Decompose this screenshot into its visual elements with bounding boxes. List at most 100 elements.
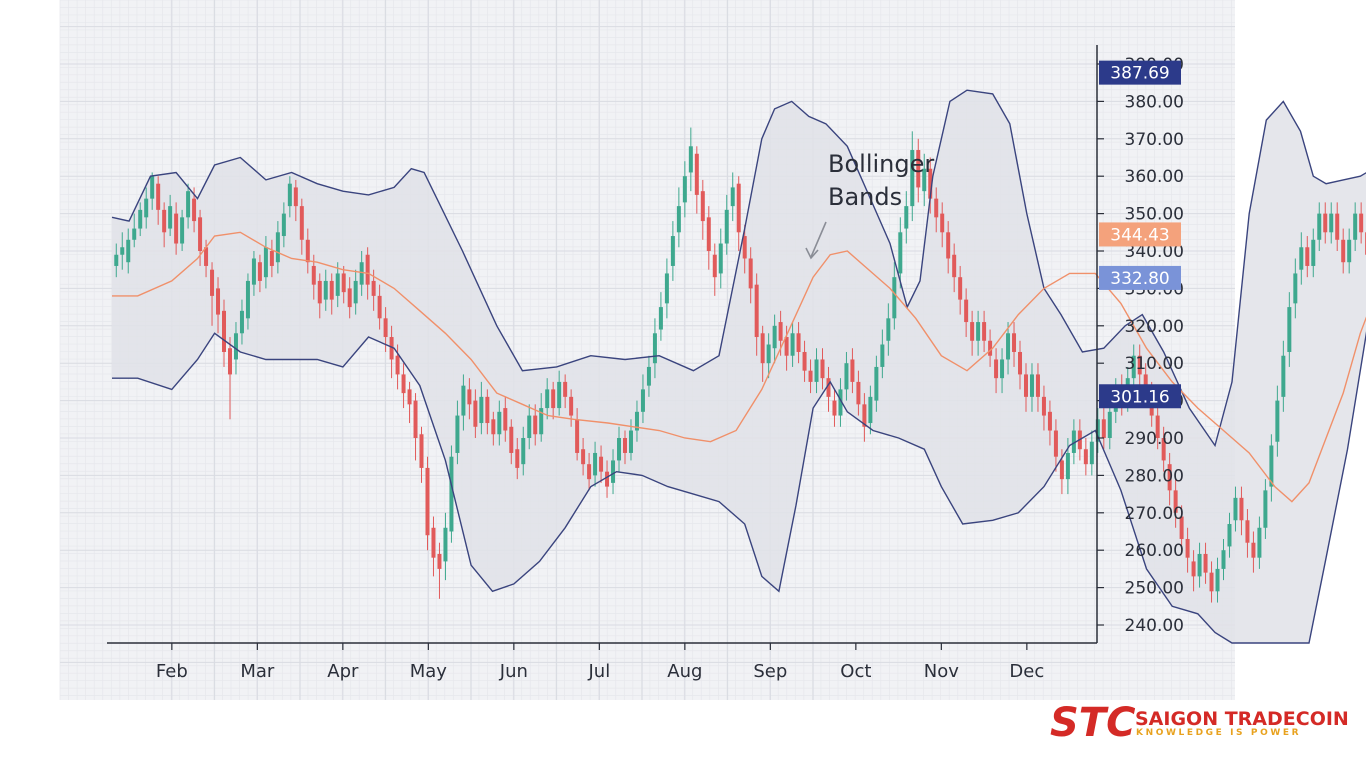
candle-body <box>539 408 544 435</box>
y-tick-label: 290.00 <box>1125 429 1184 449</box>
candle-body <box>670 236 675 266</box>
annotation: Bollinger Bands <box>805 150 934 260</box>
candle-body <box>1155 415 1160 438</box>
candle-body <box>311 265 316 285</box>
candle-body <box>856 381 861 405</box>
candle-body <box>820 359 825 379</box>
candle-body <box>1227 524 1232 547</box>
candle-body <box>599 456 604 472</box>
candle-body <box>874 366 879 401</box>
candle-body <box>682 176 687 203</box>
candle-body <box>1107 411 1112 438</box>
candle-body <box>329 280 334 300</box>
y-tick-label: 380.00 <box>1125 92 1184 112</box>
x-tick-label: May <box>410 661 448 682</box>
x-tick-label: Apr <box>327 661 359 682</box>
annotation-line-1: Bollinger <box>828 150 934 178</box>
x-tick-label: Dec <box>1009 661 1044 682</box>
candle-body <box>204 247 209 266</box>
price-badge-label: 387.69 <box>1110 64 1169 84</box>
price-badge <box>1099 222 1181 247</box>
candle-body <box>461 385 466 416</box>
x-tick-label: Feb <box>156 661 188 682</box>
candle-body <box>1317 213 1322 240</box>
x-tick-label: Oct <box>840 661 871 682</box>
candle-body <box>587 464 592 480</box>
candle-body <box>293 187 298 207</box>
candle-body <box>1353 213 1358 240</box>
y-tick-label: 370.00 <box>1125 130 1184 150</box>
candle-body <box>1293 273 1298 304</box>
candle-body <box>712 254 717 278</box>
candle-body <box>335 273 340 296</box>
candle-body <box>1047 411 1052 431</box>
candle-body <box>371 280 376 296</box>
candle-body <box>443 527 448 562</box>
candle-body <box>778 322 783 341</box>
candle-body <box>1215 568 1220 592</box>
candle-body <box>449 456 454 532</box>
candle-body <box>658 307 663 330</box>
y-tick-label: 240.00 <box>1125 616 1184 636</box>
candle-body <box>1143 374 1148 394</box>
candle-body <box>198 217 203 251</box>
bollinger-band-fill <box>112 90 1366 643</box>
candle-body <box>1263 490 1268 528</box>
price-badges: 387.69 344.43 332.80 301.16 <box>1099 60 1181 409</box>
candle-body <box>652 333 657 364</box>
candle-body <box>1053 430 1058 457</box>
price-badge-label: 301.16 <box>1110 387 1169 407</box>
candle-body <box>1167 464 1172 491</box>
candle-body <box>216 288 221 315</box>
middle-band-line <box>112 231 1366 503</box>
candle-body <box>1359 213 1364 233</box>
price-badge <box>1099 384 1181 409</box>
candle-body <box>1006 333 1011 360</box>
candle-body <box>210 269 215 296</box>
candle-body <box>1311 239 1316 266</box>
candle-body <box>928 168 933 199</box>
candle-body <box>922 168 927 192</box>
candle-body <box>569 396 574 416</box>
candle-body <box>736 183 741 233</box>
candle-body <box>419 434 424 468</box>
lower-band-line <box>112 331 1366 644</box>
candle-body <box>132 228 137 240</box>
y-tick-label: 320.00 <box>1125 317 1184 337</box>
candle-body <box>1012 333 1017 352</box>
candle-body <box>413 400 418 438</box>
candle-body <box>437 553 442 569</box>
candle-body <box>180 217 185 244</box>
candle-body <box>623 438 627 453</box>
candle-body <box>575 419 580 453</box>
candle-body <box>156 183 161 210</box>
candle-body <box>1018 351 1023 375</box>
x-tick-label: Jul <box>587 661 610 682</box>
candle-body <box>222 310 227 352</box>
candle-body <box>1347 239 1352 263</box>
candle-body <box>700 191 705 222</box>
candle-body <box>563 381 568 397</box>
candle-body <box>970 322 975 341</box>
candle-body <box>401 374 406 394</box>
candle-body <box>1041 396 1046 416</box>
candle-body <box>341 273 346 293</box>
candle-body <box>359 262 364 285</box>
candle-body <box>1179 516 1184 539</box>
candle-body <box>1059 460 1064 480</box>
candle-body <box>748 258 753 289</box>
candle-body <box>389 337 394 360</box>
annotation-line-2: Bands <box>828 183 902 211</box>
x-tick-label: Sep <box>753 661 787 682</box>
candle-body <box>1329 213 1334 233</box>
candle-body <box>611 460 616 483</box>
candle-body <box>485 396 490 424</box>
y-tick-label: 310.00 <box>1125 354 1184 374</box>
candle-body <box>958 277 963 300</box>
candle-body <box>844 363 849 390</box>
candle-body <box>1287 307 1292 352</box>
candle-body <box>425 467 430 536</box>
candle-body <box>1257 527 1262 558</box>
candle-body <box>760 333 765 364</box>
y-tick-label: 260.00 <box>1125 541 1184 561</box>
